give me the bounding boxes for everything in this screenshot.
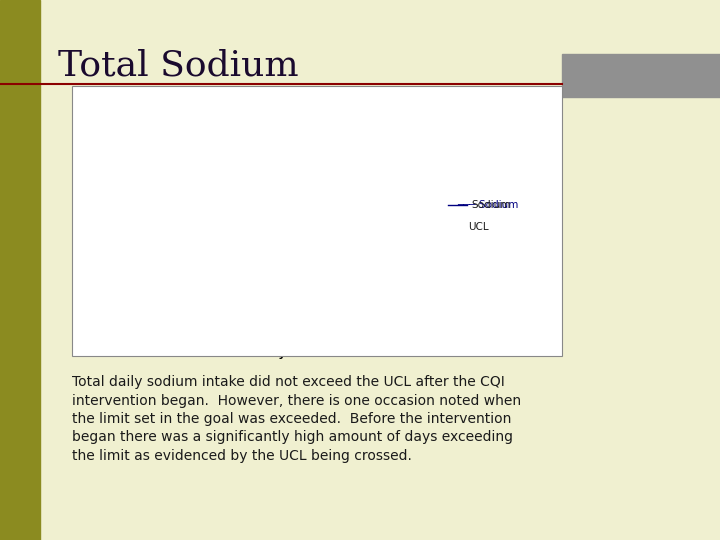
Y-axis label: Failure: Failure — [80, 203, 90, 240]
Text: UCL: UCL — [468, 222, 489, 232]
Text: Sodium: Sodium — [472, 200, 511, 210]
Text: ─── Sodium: ─── Sodium — [457, 200, 518, 210]
Text: Total daily sodium intake did not exceed the UCL after the CQI
intervention bega: Total daily sodium intake did not exceed… — [72, 375, 521, 463]
X-axis label: Days: Days — [262, 349, 292, 359]
Text: Total Sodium: Total Sodium — [58, 49, 298, 83]
Title: Sodium Goal: Sodium Goal — [228, 102, 326, 116]
